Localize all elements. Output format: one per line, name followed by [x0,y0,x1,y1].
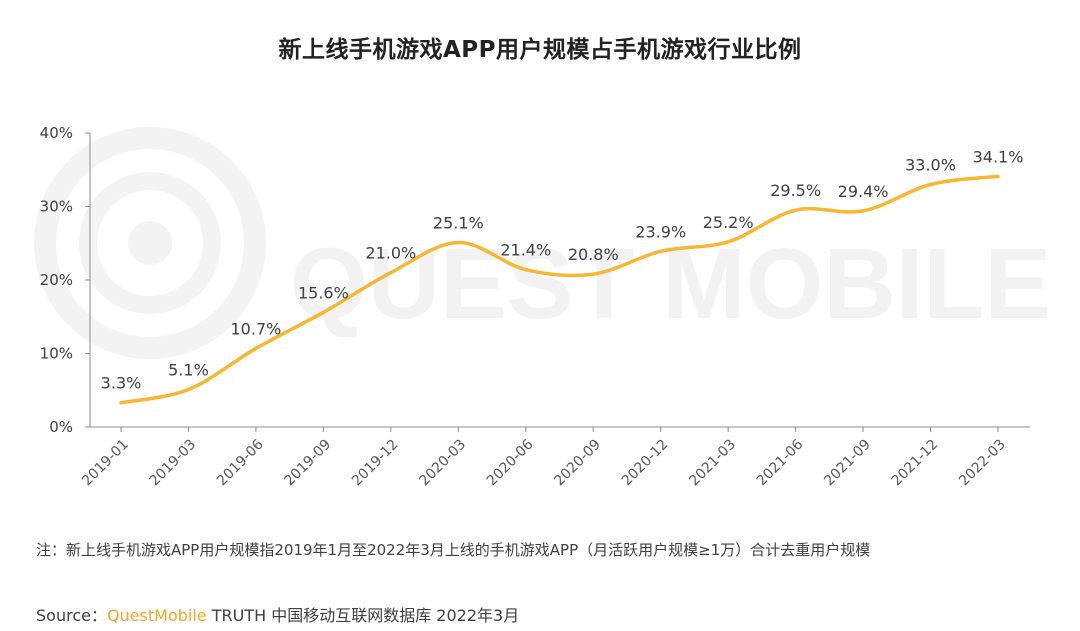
x-tick-label: 2021-12 [889,437,942,490]
source-line: Source：QuestMobile TRUTH 中国移动互联网数据库 2022… [36,602,519,626]
x-tick-label: 2021-09 [821,437,874,490]
data-labels: 3.3% 5.1% 10.7% 15.6% 21.0% 25.1% 21.4% 20.8% 23… [101,147,1024,392]
x-tick-label: 2019-03 [147,437,200,490]
x-tick-label: 2019-12 [349,437,402,490]
watermark: QUEST MOBILE [34,127,1051,359]
data-label: 5.1% [168,361,209,380]
y-tick-label: 40% [40,124,73,142]
data-label: 33.0% [905,155,956,174]
data-label: 29.4% [838,182,889,201]
x-tick-label: 2021-06 [754,436,807,489]
data-label: 25.2% [703,213,754,232]
data-label: 21.0% [365,244,416,263]
y-tick-label: 10% [40,345,73,363]
data-point [794,208,798,212]
watermark-text: QUEST MOBILE [290,228,1051,340]
source-prefix: Source： [36,606,107,625]
line-chart: QUEST MOBILE 0% 10% 20% 30% 40% 2019-01 2019-0… [34,124,1051,490]
data-point [996,174,1000,178]
data-label: 25.1% [433,214,484,233]
data-label: 34.1% [973,147,1024,166]
y-tick-label: 30% [40,198,73,216]
data-point [929,182,933,186]
data-point [659,249,663,253]
x-tick-label: 2019-01 [79,437,132,490]
x-tick-label: 2022-03 [956,437,1009,490]
data-label: 15.6% [298,283,349,302]
x-tick-label: 2020-03 [416,437,469,490]
data-point [321,310,325,314]
series-line [119,174,1000,405]
data-point [456,241,460,245]
data-label: 10.7% [231,319,282,338]
data-point [119,401,123,405]
chart-title: 新上线手机游戏APP用户规模占手机游戏行业比例 [278,37,802,63]
data-label: 20.8% [568,245,619,264]
data-point [591,272,595,276]
y-tick-label: 0% [49,418,73,436]
data-label: 21.4% [500,241,551,260]
data-point [186,388,190,392]
data-point [254,346,258,350]
data-point [861,209,865,213]
data-label: 23.9% [635,222,686,241]
x-tick-label: 2020-12 [619,437,672,490]
x-tick-label: 2019-09 [282,437,335,490]
series [119,174,1000,405]
data-point [389,271,393,275]
footnote: 注：新上线手机游戏APP用户规模指2019年1月至2022年3月上线的手机游戏A… [36,541,871,559]
source-rest: TRUTH 中国移动互联网数据库 2022年3月 [206,606,520,625]
x-tick-label: 2021-03 [686,437,739,490]
data-point [726,240,730,244]
source-brand: QuestMobile [106,606,207,625]
x-tick-label: 2020-09 [551,437,604,490]
y-tick-label: 20% [40,271,73,289]
x-tick-label: 2020-06 [484,436,537,489]
data-point [524,268,528,272]
data-label: 29.5% [770,181,821,200]
x-tick-label: 2019-06 [214,436,267,489]
data-label: 3.3% [101,374,142,393]
